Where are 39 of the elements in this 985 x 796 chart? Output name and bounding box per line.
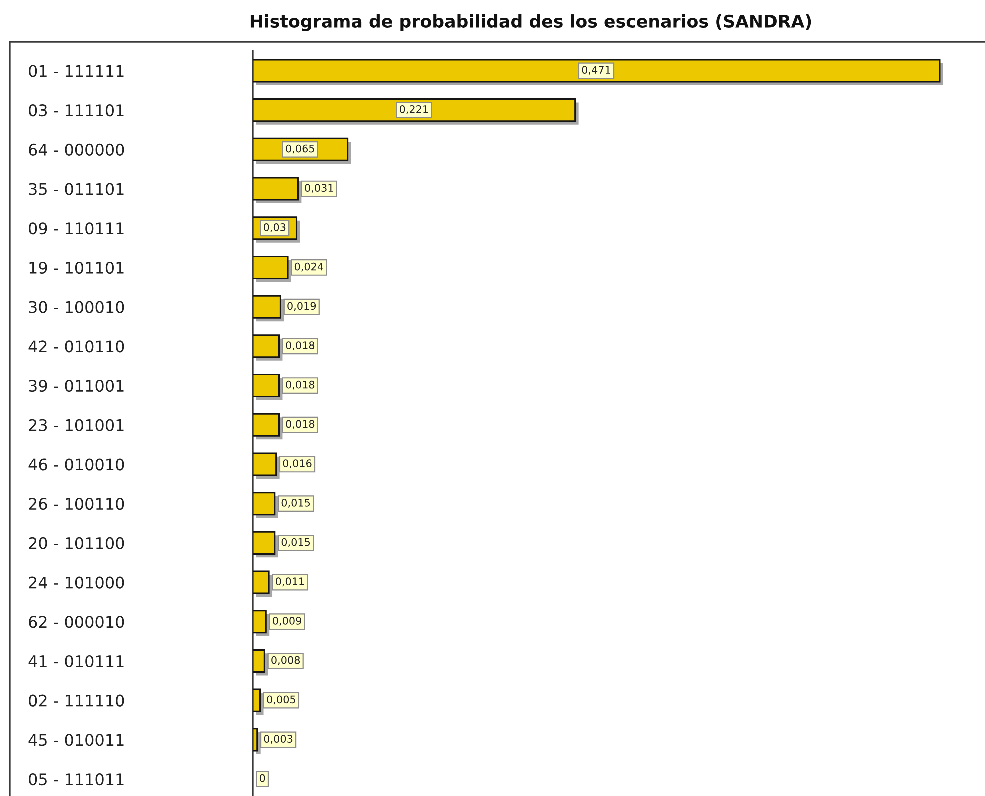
y-tick-label: 03 - 111101 bbox=[29, 104, 124, 117]
y-tick-label: 02 - 111110 bbox=[29, 694, 124, 707]
data-label: 0,221 bbox=[400, 105, 428, 114]
data-label: 0,011 bbox=[276, 578, 304, 587]
y-tick-label: 23 - 101001 bbox=[29, 419, 124, 432]
y-tick-label: 39 - 011001 bbox=[29, 380, 124, 392]
data-label: 0,019 bbox=[288, 302, 316, 312]
data-label: 0,03 bbox=[264, 224, 286, 232]
data-label: 0,009 bbox=[273, 617, 302, 626]
y-tick-label: 64 - 000000 bbox=[29, 144, 124, 156]
data-label: 0,024 bbox=[294, 262, 324, 272]
y-tick-label: 42 - 010110 bbox=[28, 340, 124, 353]
y-tick-label: 20 - 101100 bbox=[29, 537, 124, 550]
y-tick-label: 46 - 010010 bbox=[28, 458, 124, 471]
y-tick-label: 35 - 011101 bbox=[29, 183, 124, 196]
data-label: 0 bbox=[260, 774, 266, 782]
data-label: 0,005 bbox=[267, 696, 296, 705]
data-label: 0,008 bbox=[272, 656, 300, 666]
y-tick-label: 30 - 100010 bbox=[29, 301, 124, 314]
chart-title: Histograma de probabilidad des los escenarios (SANDRA) bbox=[250, 14, 812, 32]
y-tick-label: 45 - 010011 bbox=[28, 734, 124, 746]
y-tick-label: 62 - 000010 bbox=[29, 616, 124, 628]
data-label: 0,018 bbox=[286, 380, 315, 390]
y-tick-label: 05 - 111011 bbox=[29, 773, 124, 786]
y-tick-label: 41 - 010111 bbox=[28, 655, 124, 668]
data-label: 0,015 bbox=[282, 538, 310, 548]
data-label: 0,471 bbox=[582, 66, 610, 76]
y-tick-label: 24 - 101000 bbox=[29, 576, 124, 589]
y-tick-label: 19 - 101101 bbox=[30, 262, 124, 274]
data-label: 0,018 bbox=[286, 420, 315, 430]
data-label: 0,065 bbox=[286, 144, 314, 154]
data-label: 0,018 bbox=[286, 342, 315, 351]
y-tick-label: 26 - 100110 bbox=[29, 498, 124, 510]
y-tick-label: 01 - 111111 bbox=[29, 65, 124, 78]
y-tick-label: 09 - 110111 bbox=[29, 222, 124, 235]
data-label: 0,016 bbox=[283, 460, 312, 469]
data-label: 0,015 bbox=[282, 498, 310, 508]
data-label: 0,003 bbox=[264, 735, 293, 744]
data-label: 0,031 bbox=[305, 184, 334, 194]
